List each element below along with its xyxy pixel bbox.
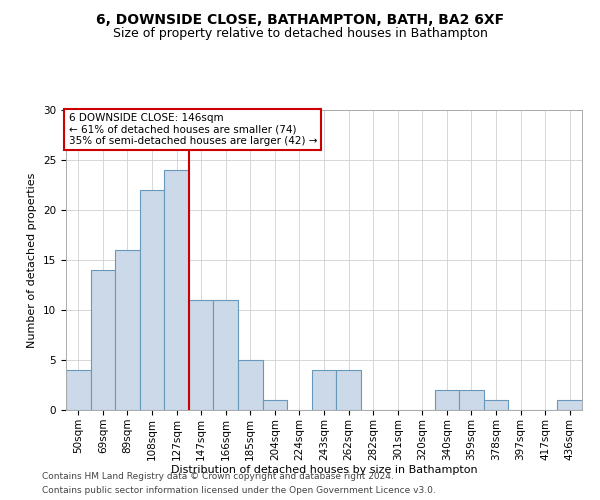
Bar <box>434 390 459 410</box>
Text: Contains HM Land Registry data © Crown copyright and database right 2024.: Contains HM Land Registry data © Crown c… <box>42 472 394 481</box>
Bar <box>312 370 336 410</box>
Bar <box>336 370 361 410</box>
Text: 6, DOWNSIDE CLOSE, BATHAMPTON, BATH, BA2 6XF: 6, DOWNSIDE CLOSE, BATHAMPTON, BATH, BA2… <box>96 12 504 26</box>
Bar <box>214 300 238 410</box>
Bar <box>263 400 287 410</box>
Y-axis label: Number of detached properties: Number of detached properties <box>28 172 37 348</box>
Bar <box>557 400 582 410</box>
Bar <box>238 360 263 410</box>
Bar <box>484 400 508 410</box>
Bar <box>189 300 214 410</box>
Bar <box>91 270 115 410</box>
Bar <box>115 250 140 410</box>
Bar <box>66 370 91 410</box>
Text: Contains public sector information licensed under the Open Government Licence v3: Contains public sector information licen… <box>42 486 436 495</box>
Bar <box>140 190 164 410</box>
Bar <box>459 390 484 410</box>
Text: 6 DOWNSIDE CLOSE: 146sqm
← 61% of detached houses are smaller (74)
35% of semi-d: 6 DOWNSIDE CLOSE: 146sqm ← 61% of detach… <box>68 113 317 146</box>
X-axis label: Distribution of detached houses by size in Bathampton: Distribution of detached houses by size … <box>170 466 478 475</box>
Text: Size of property relative to detached houses in Bathampton: Size of property relative to detached ho… <box>113 28 487 40</box>
Bar <box>164 170 189 410</box>
